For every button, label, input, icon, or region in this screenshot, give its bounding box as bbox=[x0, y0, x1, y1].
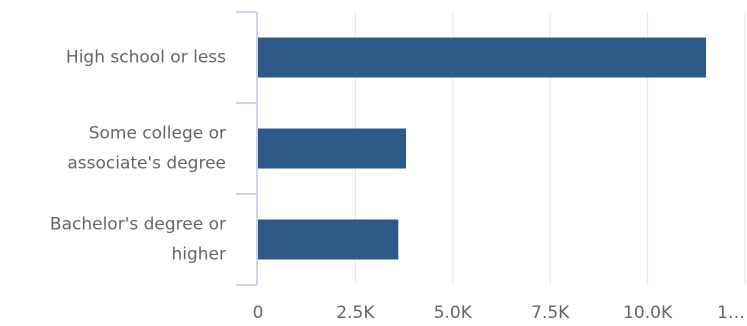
y-tick-label: Some college or bbox=[89, 124, 226, 144]
y-tick-label: associate's degree bbox=[67, 154, 226, 174]
bar bbox=[258, 37, 707, 78]
x-tick-label: 10.0K bbox=[623, 303, 673, 323]
x-tick-label: 7.5K bbox=[531, 303, 570, 323]
y-tick-label: High school or less bbox=[66, 48, 226, 68]
y-tick-label: Bachelor's degree or bbox=[50, 215, 226, 235]
x-tick-label: 5.0K bbox=[434, 303, 473, 323]
x-tick-label: 0 bbox=[253, 303, 264, 323]
y-tick-label: higher bbox=[171, 245, 226, 265]
bar bbox=[258, 128, 407, 169]
x-tick-label: 1… bbox=[717, 303, 745, 323]
x-tick-label: 2.5K bbox=[336, 303, 375, 323]
bar bbox=[258, 219, 399, 260]
